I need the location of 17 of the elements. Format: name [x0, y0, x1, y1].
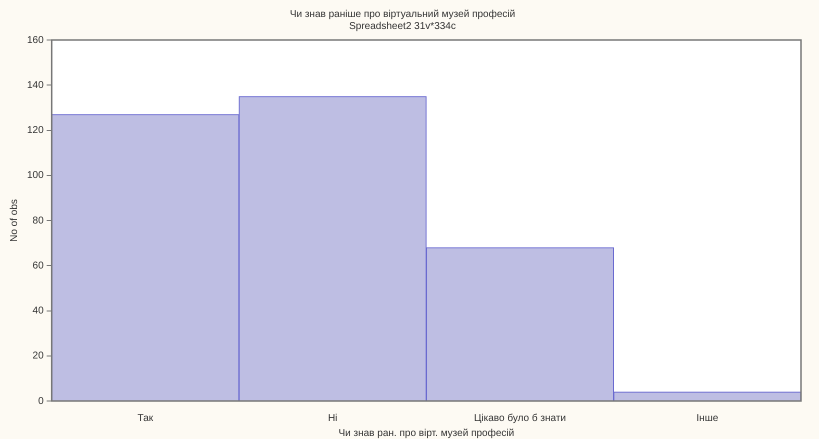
chart-subtitle: Spreadsheet2 31v*334c — [349, 20, 456, 32]
x-axis-title: Чи знав ран. про вірт. музей професій — [338, 428, 514, 439]
x-tick-label: Цікаво було б знати — [474, 412, 566, 424]
y-tick-label: 160 — [26, 34, 44, 46]
y-tick-label: 80 — [32, 215, 44, 226]
y-axis-title: No of obs — [8, 199, 20, 242]
y-tick-label: 140 — [26, 80, 44, 91]
chart-title: Чи знав раніше про віртуальний музей професій — [290, 8, 516, 20]
y-tick-label: 100 — [26, 170, 44, 182]
y-tick-label: 60 — [32, 260, 44, 272]
y-tick-label: 0 — [38, 396, 44, 407]
y-tick-label: 120 — [26, 125, 44, 136]
y-tick-label: 20 — [32, 350, 44, 362]
x-tick-label: Інше — [696, 412, 719, 424]
x-tick-label: Ні — [328, 412, 338, 424]
x-tick-label: Так — [138, 412, 154, 424]
y-tick-label: 40 — [32, 306, 44, 316]
